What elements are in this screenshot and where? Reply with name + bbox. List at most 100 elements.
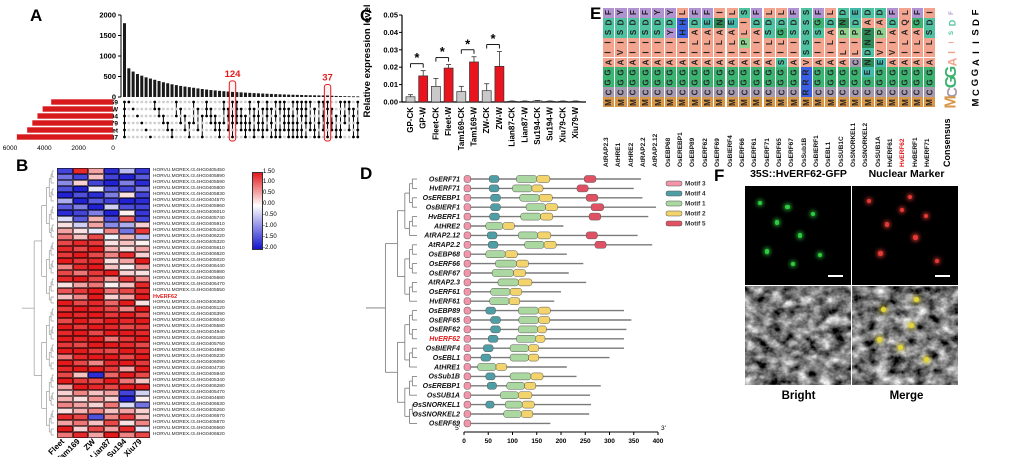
heatmap-cell (88, 414, 104, 420)
heatmap-row-label: HORVU.MOREX.r3.4HG0405760 (153, 342, 225, 347)
alignment-cell: A (887, 57, 899, 68)
heatmap-cell (134, 252, 150, 258)
heatmap-cell (103, 378, 119, 384)
motif-box (524, 382, 537, 390)
motif-box (518, 231, 538, 240)
heatmap-cell (88, 396, 104, 402)
alignment-cell: I (714, 47, 726, 58)
heatmap-cell (72, 228, 88, 234)
heatmap-cell (57, 168, 73, 174)
upset-dot (205, 114, 208, 118)
upset-dot (157, 135, 161, 139)
heatmap-cell (88, 234, 104, 240)
alignment-protein-name: HvERF71 (924, 138, 932, 167)
motif-box (485, 222, 504, 230)
upset-dot (282, 135, 286, 139)
upset-dot (127, 135, 131, 139)
heatmap-cell (57, 174, 73, 180)
upset-dot (144, 121, 148, 125)
alignment-cell: S (615, 27, 627, 38)
motif-gene-name: OsSUB1A (427, 393, 460, 400)
alignment-cell: M (763, 97, 775, 107)
upset-dot (265, 121, 269, 125)
heatmap-cell (103, 234, 119, 240)
merge-image (852, 286, 958, 385)
upset-y-tick: 2000 (99, 11, 116, 20)
heatmap-cell (72, 258, 88, 264)
heatmap-cell (134, 288, 150, 294)
upset-dot (131, 128, 135, 132)
upset-dot (244, 135, 247, 139)
upset-dot (313, 128, 316, 132)
panel-b-label: B (16, 156, 29, 175)
consensus-logo-letter: F (948, 11, 955, 15)
heatmap-cell (57, 270, 73, 276)
upset-dot (218, 128, 221, 132)
alignment-cell: M (738, 97, 751, 107)
heatmap-row-label: HORVU.MOREX.r3.4HG0406470 (153, 282, 225, 287)
heatmap-row-label: HORVU.MOREX.r3.4HG0406620 (153, 432, 225, 437)
upset-set-axis-tick: 2000 (71, 145, 86, 152)
upset-dot (269, 135, 273, 139)
heatmap-cell (72, 384, 88, 390)
upset-bar (243, 92, 247, 97)
heatmap-cell (119, 204, 135, 210)
alignment-cell: G (664, 77, 676, 88)
alignment-cell: D (640, 17, 652, 28)
alignment-cell: Q (899, 17, 911, 28)
upset-dot (282, 114, 286, 118)
expression-x-label: Su194-CK (533, 107, 542, 145)
motif-legend-label: Motif 5 (685, 221, 706, 228)
fluorescence-dot (765, 249, 770, 254)
alignment-cell: I (714, 8, 726, 18)
heatmap-cell (119, 168, 135, 174)
alignment-cell: G (652, 77, 664, 88)
upset-dot (282, 107, 286, 111)
consensus-text-letter: M (970, 98, 982, 107)
upset-bar (140, 75, 144, 97)
upset-dot (157, 107, 161, 111)
heatmap-cell (57, 354, 73, 360)
motif-box (463, 391, 472, 399)
heatmap-cell (57, 192, 73, 198)
upset-dot (317, 114, 321, 118)
expression-bar (418, 75, 429, 103)
upset-dot (123, 114, 126, 118)
heatmap-cell (134, 354, 150, 360)
fluorescence-dot (908, 194, 913, 200)
consensus-logo-letter: I (948, 41, 956, 44)
alignment-cell: I (603, 47, 615, 58)
heatmap-cell (72, 204, 88, 210)
alignment-cell: A (788, 57, 800, 68)
motif-legend-label: Motif 4 (685, 191, 706, 198)
alignment-cell: L (738, 27, 751, 38)
alignment-cell: G (911, 17, 923, 28)
motif-box (463, 400, 472, 409)
panel-e-label: E (590, 4, 602, 23)
heatmap-cell (57, 216, 73, 222)
upset-dot (179, 135, 183, 139)
motif-gene-name: AtRAP2.2 (427, 242, 460, 249)
alignment-cell: G (640, 77, 652, 88)
upset-dot (187, 135, 191, 139)
alignment-cell: H (677, 27, 689, 38)
upset-bar (144, 77, 148, 97)
consensus-text-letter: G (970, 68, 982, 77)
alignment-cell: I (738, 47, 751, 58)
heatmap-cell (103, 270, 119, 276)
heatmap-cell (134, 384, 150, 390)
alignment-cell: A (738, 57, 751, 68)
colorbar-tick: -0.50 (263, 211, 277, 218)
motif-box (521, 400, 535, 409)
alignment-cell: N (714, 17, 726, 28)
upset-dot (291, 128, 295, 132)
motif-legend-swatch (665, 220, 683, 227)
alignment-cell: M (677, 97, 689, 107)
upset-dot (209, 121, 213, 125)
alignment-cell: L (677, 8, 689, 18)
motif-gene-name: HvBERF1 (428, 214, 460, 221)
expression-bar (507, 100, 517, 103)
upset-dot (334, 128, 338, 132)
heatmap-cell (88, 342, 104, 348)
motif-box (463, 203, 472, 211)
